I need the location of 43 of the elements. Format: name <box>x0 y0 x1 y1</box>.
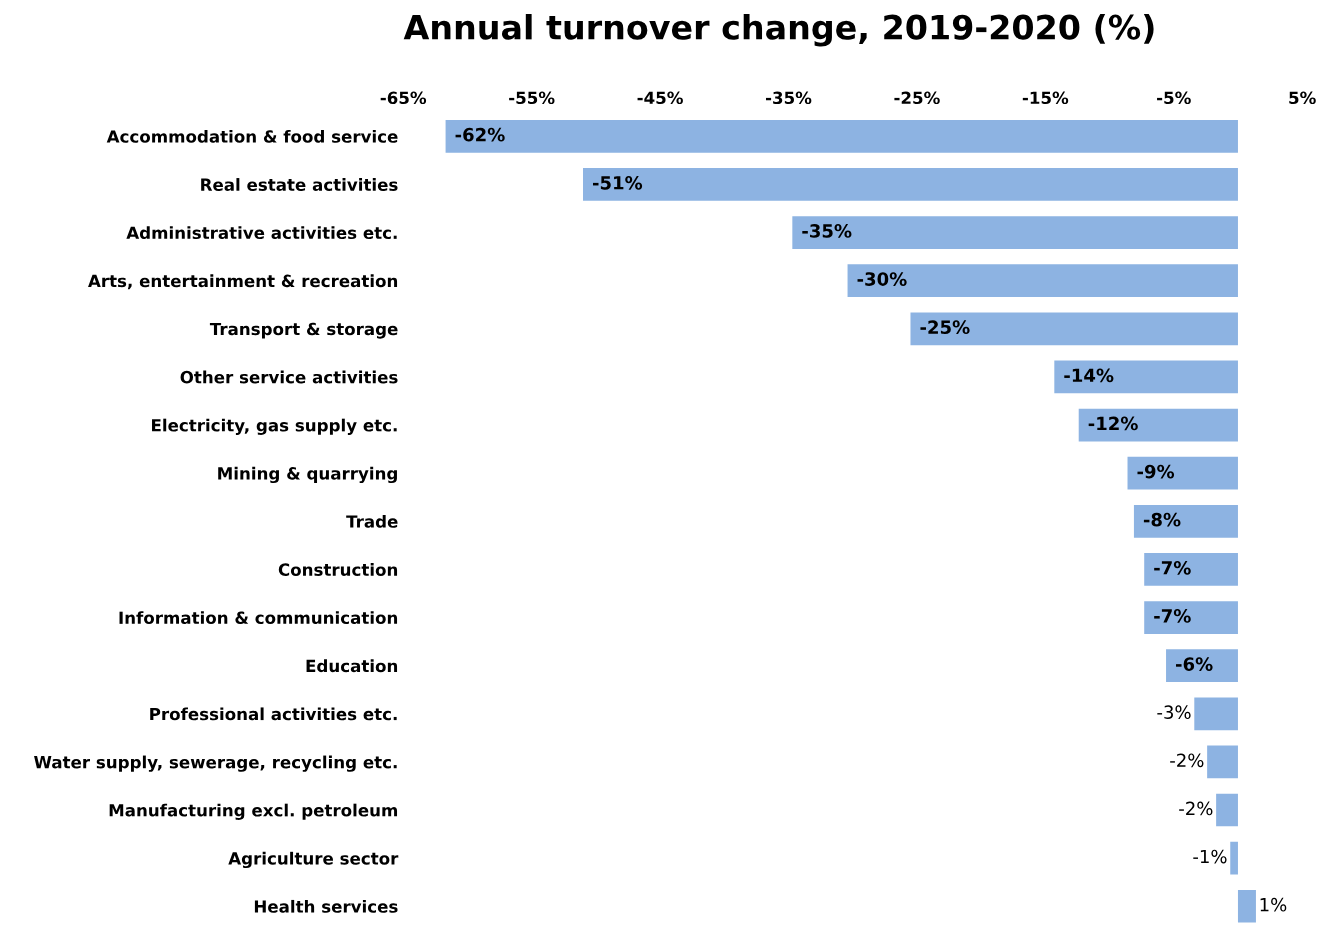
y-tick-label: Health services <box>254 899 398 913</box>
data-label: 1% <box>1260 897 1287 912</box>
y-tick-label: Trade <box>346 514 398 528</box>
x-tick-label: -55% <box>509 91 555 105</box>
y-tick-label: Agriculture sector <box>228 851 399 869</box>
y-tick-label: Electricity, gas supply etc. <box>152 418 397 435</box>
data-label: -8% <box>1143 512 1181 527</box>
y-tick-label: Other service activities <box>180 370 398 384</box>
data-label: -3% <box>1157 705 1191 719</box>
y-tick-label: Construction <box>278 563 398 576</box>
y-tick-label: Transport & storage <box>209 322 398 339</box>
data-label: -9% <box>1137 464 1175 479</box>
data-label: -30% <box>857 272 907 286</box>
y-tick-label: Mining & quarrying <box>218 466 397 484</box>
x-tick-label: -45% <box>637 91 683 105</box>
y-tick-label: Accommodation & food service <box>106 129 398 143</box>
y-tick-label: Manufacturing excl. petroleum <box>109 803 398 820</box>
x-tick-label: -65% <box>380 91 427 105</box>
data-label: -2% <box>1170 753 1204 768</box>
x-tick-label: -25% <box>894 91 940 105</box>
data-label: -14% <box>1064 368 1114 383</box>
data-label: -1% <box>1193 849 1227 864</box>
data-label: -7% <box>1154 609 1191 623</box>
x-tick-label: -15% <box>1022 91 1069 105</box>
data-label: -62% <box>455 127 505 142</box>
data-label: -7% <box>1154 560 1191 575</box>
y-tick-label: Education <box>306 659 398 673</box>
y-tick-label: Information & communication <box>119 611 398 625</box>
x-tick-label: 5% <box>1289 91 1316 105</box>
y-tick-label: Real estate activities <box>201 178 398 191</box>
chart-title: Annual turnover change, 2019-2020 (%) <box>403 14 1154 47</box>
data-label: -6% <box>1176 657 1213 671</box>
data-label: -51% <box>592 175 643 190</box>
data-label: -35% <box>802 224 852 238</box>
y-tick-label: Arts, entertainment & recreation <box>88 274 398 290</box>
data-label: -2% <box>1179 801 1213 816</box>
data-label: -12% <box>1088 416 1138 431</box>
y-tick-label: Administrative activities etc. <box>126 226 397 240</box>
y-tick-label: Water supply, sewerage, recycling etc. <box>34 755 397 772</box>
x-tick-label: -35% <box>765 91 812 105</box>
y-tick-label: Professional activities etc. <box>150 707 397 721</box>
x-tick-label: -5% <box>1157 91 1191 105</box>
data-label: -25% <box>920 320 970 334</box>
